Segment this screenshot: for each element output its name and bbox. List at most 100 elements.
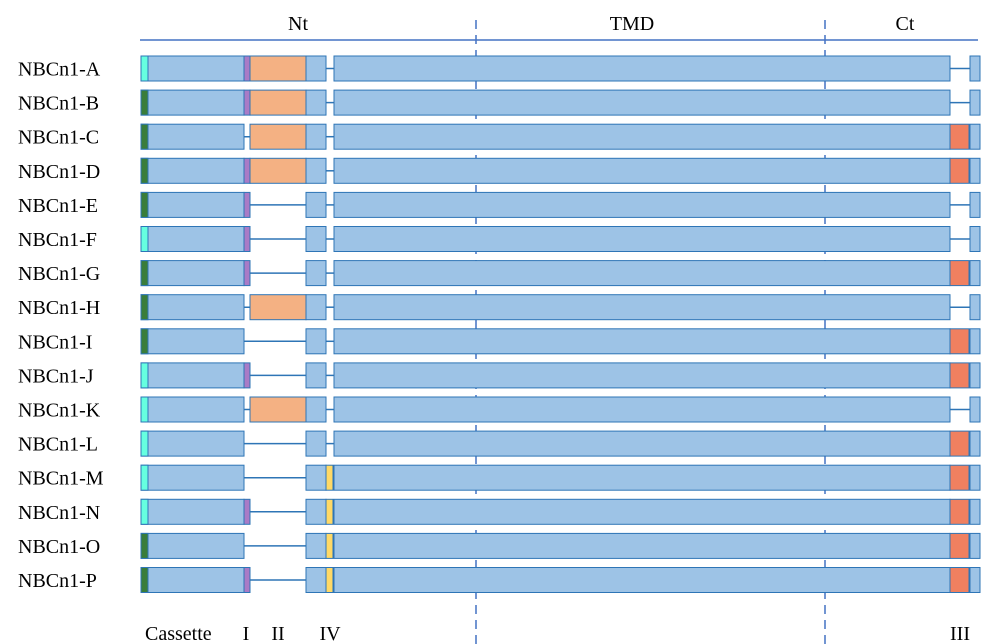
variant-row: NBCn1-I: [18, 328, 981, 355]
exon-block-3: [333, 362, 951, 389]
start-exon: [140, 260, 149, 287]
cassette-ii-segment: [249, 89, 307, 116]
variant-row: NBCn1-O: [18, 532, 981, 559]
exon-block-2: [305, 396, 327, 423]
exon-block-1: [140, 226, 245, 252]
exon-block-4: [969, 260, 981, 287]
exon-block-2: [305, 294, 327, 321]
exon-block-3: [333, 123, 951, 150]
variant-label: NBCn1-J: [18, 365, 94, 387]
exon-block-4: [969, 464, 981, 491]
variant-row: NBCn1-N: [18, 498, 981, 525]
variant-row: NBCn1-J: [18, 362, 981, 389]
cassette-ii-segment: [249, 123, 307, 150]
variant-row: NBCn1-L: [18, 430, 981, 457]
exon-block-2: [305, 567, 327, 593]
cassette-ii-segment: [249, 157, 307, 184]
variant-label: NBCn1-K: [18, 400, 101, 422]
exon-block-1: [140, 191, 245, 218]
start-exon: [140, 464, 149, 491]
exon-block-3: [333, 260, 951, 287]
variant-label: NBCn1-C: [18, 127, 99, 149]
exon-block-4: [969, 396, 981, 423]
cassette-iv-segment: [325, 464, 334, 491]
cassette-i-segment: [243, 157, 251, 184]
exon-block-1: [140, 260, 245, 287]
variant-label: NBCn1-A: [18, 59, 101, 81]
variant-label: NBCn1-D: [18, 161, 100, 183]
cassette-i-segment: [243, 191, 251, 218]
exon-block-4: [969, 328, 981, 355]
cassette-iv-segment: [325, 532, 334, 559]
exon-block-2: [305, 123, 327, 150]
start-exon: [140, 55, 149, 82]
variant-label: NBCn1-O: [18, 536, 100, 558]
cassette-i-segment: [243, 567, 251, 593]
exon-block-3: [333, 498, 951, 525]
cassette-ii-footer-label: II: [271, 623, 284, 644]
cassette-i-segment: [243, 89, 251, 116]
cassette-i-segment: [243, 260, 251, 287]
variant-row: NBCn1-C: [18, 123, 981, 150]
variant-row: NBCn1-P: [18, 567, 981, 593]
start-exon: [140, 430, 149, 457]
exon-block-3: [333, 89, 951, 116]
variant-label: NBCn1-E: [18, 195, 98, 217]
exon-block-1: [140, 430, 245, 457]
cassette-iv-segment: [325, 498, 334, 525]
exon-block-3: [333, 567, 951, 593]
cassette-i-segment: [243, 362, 251, 389]
start-exon: [140, 294, 149, 321]
cassette-iii-segment: [949, 464, 970, 491]
start-exon: [140, 532, 149, 559]
cassette-iii-segment: [949, 260, 970, 287]
cassette-ii-segment: [249, 294, 307, 321]
variant-label: NBCn1-L: [18, 434, 98, 456]
variant-label: NBCn1-F: [18, 229, 97, 251]
nt-domain-label: Nt: [288, 13, 308, 35]
variant-row: NBCn1-K: [18, 396, 981, 423]
exon-block-2: [305, 464, 327, 491]
exon-block-1: [140, 55, 245, 82]
cassette-iii-segment: [949, 123, 970, 150]
start-exon: [140, 123, 149, 150]
cassette-iii-segment: [949, 567, 970, 593]
exon-block-3: [333, 396, 951, 423]
start-exon: [140, 157, 149, 184]
exon-block-1: [140, 328, 245, 355]
exon-block-2: [305, 226, 327, 252]
start-exon: [140, 498, 149, 525]
cassette-i-segment: [243, 498, 251, 525]
exon-block-4: [969, 532, 981, 559]
exon-block-1: [140, 567, 245, 593]
exon-block-3: [333, 464, 951, 491]
start-exon: [140, 567, 149, 593]
exon-block-2: [305, 532, 327, 559]
exon-block-4: [969, 567, 981, 593]
exon-block-4: [969, 55, 981, 82]
exon-block-2: [305, 430, 327, 457]
variant-label: NBCn1-H: [18, 297, 100, 319]
exon-block-3: [333, 157, 951, 184]
cassette-i-segment: [243, 226, 251, 252]
exon-block-1: [140, 294, 245, 321]
variant-label: NBCn1-B: [18, 93, 99, 115]
exon-block-1: [140, 157, 245, 184]
variant-label: NBCn1-N: [18, 502, 100, 524]
exon-block-3: [333, 532, 951, 559]
exon-block-2: [305, 498, 327, 525]
exon-block-4: [969, 430, 981, 457]
exon-block-4: [969, 191, 981, 218]
variant-row: NBCn1-H: [18, 294, 981, 321]
exon-block-2: [305, 328, 327, 355]
exon-block-4: [969, 123, 981, 150]
start-exon: [140, 396, 149, 423]
cassette-iii-segment: [949, 362, 970, 389]
variant-row: NBCn1-B: [18, 89, 981, 116]
ct-domain-label: Ct: [896, 13, 915, 35]
cassette-iii-segment: [949, 430, 970, 457]
exon-block-4: [969, 157, 981, 184]
exon-block-1: [140, 89, 245, 116]
